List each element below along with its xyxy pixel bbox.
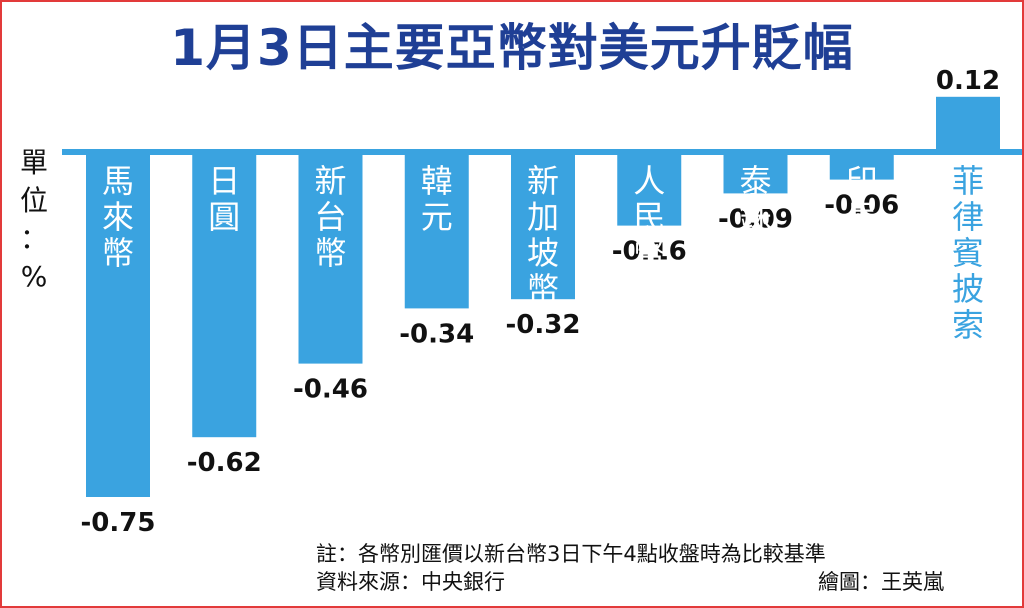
category-label-char: 披 — [952, 270, 984, 308]
bar-value-label: -0.06 — [824, 191, 899, 221]
unit-label-char: 單 — [19, 146, 48, 179]
category-label-char: 加 — [527, 198, 559, 236]
bar — [723, 152, 788, 194]
bar — [829, 152, 894, 180]
category-label-char: 銖 — [739, 198, 771, 236]
bar-value-label: -0.16 — [612, 237, 687, 267]
bar-value-label: -0.46 — [293, 375, 368, 405]
category-label-char: 索 — [952, 306, 984, 344]
category-label-char: 印 — [846, 162, 878, 200]
category-label-char: 民 — [633, 198, 665, 236]
unit-label-char: % — [20, 260, 48, 293]
category-label-char: 菲 — [952, 162, 984, 200]
category-label-char: 幣 — [314, 234, 346, 272]
bar — [511, 152, 575, 300]
credit-note: 繪圖：王英嵐 — [818, 570, 944, 594]
category-label-char: 賓 — [952, 234, 984, 272]
bar-value-label: -0.62 — [187, 448, 262, 478]
bar-value-label: 0.12 — [936, 66, 1000, 96]
bar — [298, 152, 363, 364]
bar — [936, 96, 1000, 152]
category-label-char: 幣 — [633, 234, 665, 272]
chart-title: 1月3日主要亞幣對美元升貶幅 — [170, 19, 854, 77]
category-label-char: 台 — [314, 198, 346, 236]
category-label-char: 新 — [314, 162, 346, 200]
category-label-char: 新 — [527, 162, 559, 200]
category-label-char: 尼 — [846, 198, 878, 236]
bar — [617, 152, 682, 226]
category-label-char: 坡 — [527, 234, 559, 272]
category-label-char: 馬 — [102, 162, 134, 200]
category-label-char: 人 — [633, 162, 665, 200]
category-label-char: 圓 — [208, 198, 240, 236]
source-note: 資料來源：中央銀行 — [316, 570, 505, 594]
category-label-char: 日 — [208, 162, 240, 200]
bar-value-label: -0.75 — [81, 508, 156, 538]
bar — [86, 152, 150, 497]
category-label-char: 韓 — [421, 162, 453, 200]
bar-value-label: -0.09 — [718, 204, 793, 234]
category-label-char: 幣 — [102, 234, 134, 272]
unit-label: 單位 ：% — [14, 144, 54, 296]
category-label-char: 來 — [102, 198, 134, 236]
category-label-char: 泰 — [739, 162, 771, 200]
bar-value-label: -0.34 — [399, 319, 474, 349]
bar-value-label: -0.32 — [506, 310, 581, 340]
category-label-char: 幣 — [527, 270, 559, 308]
bar — [404, 152, 469, 309]
unit-label-char: ： — [19, 222, 48, 255]
bar — [192, 152, 257, 438]
category-label-char: 盾 — [846, 234, 878, 272]
unit-label-char: 位 — [19, 184, 48, 217]
footnote: 註：各幣別匯價以新台幣3日下午4點收盤時為比較基準 — [316, 542, 826, 566]
category-label-char: 元 — [421, 198, 453, 236]
category-label-char: 律 — [952, 198, 984, 236]
